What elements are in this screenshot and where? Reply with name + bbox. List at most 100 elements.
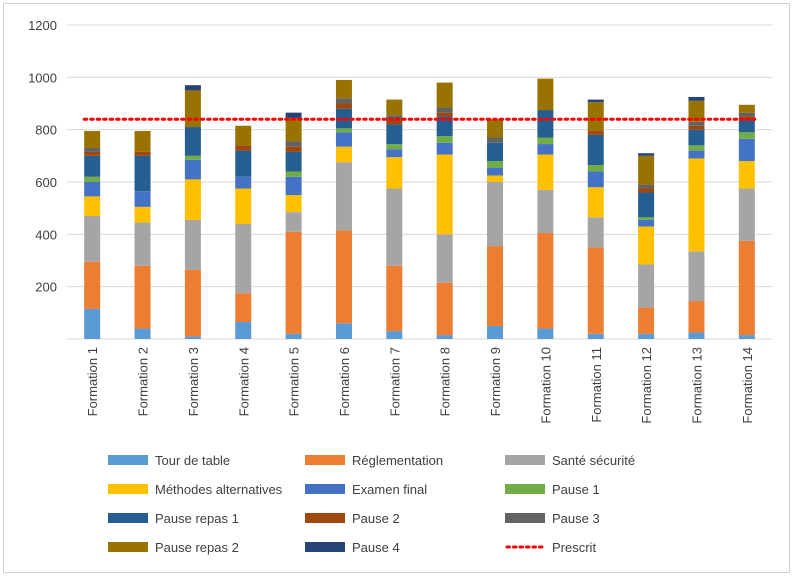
bar-segment xyxy=(587,217,604,248)
bar-segment xyxy=(134,130,151,152)
bar-segment xyxy=(537,144,554,155)
bar-segment xyxy=(285,231,302,334)
bar-segment xyxy=(84,308,101,339)
bar-segment xyxy=(84,147,101,152)
bar-segment xyxy=(134,155,151,192)
bar-segment xyxy=(738,335,755,339)
legend-label: Tour de table xyxy=(155,453,230,468)
bar-segment xyxy=(436,154,453,235)
bar-segment xyxy=(335,146,352,163)
bar-segment xyxy=(638,184,655,189)
x-tick-label: Formation 10 xyxy=(538,347,553,424)
bar-segment xyxy=(386,149,403,158)
bar-segment xyxy=(335,230,352,324)
bar-segment xyxy=(134,206,151,223)
bar-segment xyxy=(84,182,101,197)
bar-segment xyxy=(638,217,655,220)
bar-segment xyxy=(184,85,201,91)
bar-segment xyxy=(436,116,453,137)
legend-label: Examen final xyxy=(352,482,427,497)
bar-segment xyxy=(84,130,101,148)
bar-segment xyxy=(386,144,403,150)
bar-segment xyxy=(587,134,604,165)
bar-segment xyxy=(285,141,302,147)
bar-segment xyxy=(487,161,504,168)
bar-segment xyxy=(537,233,554,329)
bar-segment xyxy=(84,155,101,177)
bars xyxy=(84,78,755,339)
bar-segment xyxy=(738,240,755,336)
bar-segment xyxy=(184,336,201,339)
bar-segment xyxy=(587,247,604,334)
bar-segment xyxy=(436,112,453,117)
bar-segment xyxy=(184,155,201,160)
x-tick-label: Formation 12 xyxy=(639,347,654,424)
bar-segment xyxy=(386,331,403,339)
bar-segment xyxy=(638,192,655,218)
bar-segment xyxy=(487,246,504,326)
gridlines xyxy=(67,24,772,340)
bar-segment xyxy=(436,107,453,113)
bar-segment xyxy=(688,145,705,151)
legend-swatch xyxy=(305,513,345,523)
y-tick-label: 800 xyxy=(35,123,57,138)
legend-swatch xyxy=(108,484,148,494)
legend-swatch xyxy=(305,542,345,552)
bar-segment xyxy=(688,332,705,339)
bar-segment xyxy=(436,234,453,283)
bar-segment xyxy=(285,195,302,213)
bar-segment xyxy=(688,121,705,126)
bar-segment xyxy=(638,188,655,193)
bar-segment xyxy=(84,261,101,309)
x-tick-label: Formation 13 xyxy=(689,347,704,424)
bar-segment xyxy=(688,96,705,101)
bar-segment xyxy=(436,142,453,155)
bar-segment xyxy=(487,175,504,182)
x-axis: Formation 1 Formation 2 Formation 3 Formati… xyxy=(85,347,755,424)
x-tick-label: Formation 1 xyxy=(85,347,100,416)
legend-label: Pause 4 xyxy=(352,540,400,555)
bar-segment xyxy=(386,120,403,125)
bar-segment xyxy=(285,117,302,142)
y-tick-label: 200 xyxy=(35,280,57,295)
bar-segment xyxy=(587,171,604,188)
bar-segment xyxy=(487,119,504,138)
legend-swatch xyxy=(108,513,148,523)
bar-segment xyxy=(688,251,705,302)
x-tick-label: Formation 11 xyxy=(589,347,604,423)
bar-segment xyxy=(335,162,352,231)
bar-segment xyxy=(235,223,252,294)
legend-label: Pause 1 xyxy=(552,482,600,497)
bar-segment xyxy=(638,307,655,334)
legend-swatch xyxy=(505,455,545,465)
legend-swatch xyxy=(108,542,148,552)
bar-segment xyxy=(235,321,252,339)
bar-segment xyxy=(638,219,655,227)
bar-segment xyxy=(84,216,101,262)
legend-swatch xyxy=(305,484,345,494)
bar-segment xyxy=(84,151,101,156)
bar-segment xyxy=(335,323,352,339)
bar-segment xyxy=(184,90,201,128)
bar-segment xyxy=(587,164,604,172)
bar-segment xyxy=(436,82,453,108)
y-axis: 200 400 600 800 1000 1200 xyxy=(28,18,57,295)
bar-segment xyxy=(134,222,151,266)
legend-swatch xyxy=(305,455,345,465)
bar-segment xyxy=(285,171,302,177)
bar-segment xyxy=(638,155,655,185)
y-tick-label: 400 xyxy=(35,227,57,242)
x-tick-label: Formation 2 xyxy=(136,347,151,416)
x-tick-label: Formation 9 xyxy=(488,347,503,416)
bar-segment xyxy=(184,159,201,180)
bar-segment xyxy=(134,265,151,329)
bar-segment xyxy=(134,328,151,339)
bar-segment xyxy=(134,151,151,156)
bar-segment xyxy=(235,150,252,177)
bar-segment xyxy=(84,196,101,217)
bar-segment xyxy=(436,282,453,336)
bar-segment xyxy=(537,110,554,138)
legend-label: Pause repas 2 xyxy=(155,540,239,555)
x-tick-label: Formation 14 xyxy=(740,347,755,424)
bar-segment xyxy=(537,189,554,234)
